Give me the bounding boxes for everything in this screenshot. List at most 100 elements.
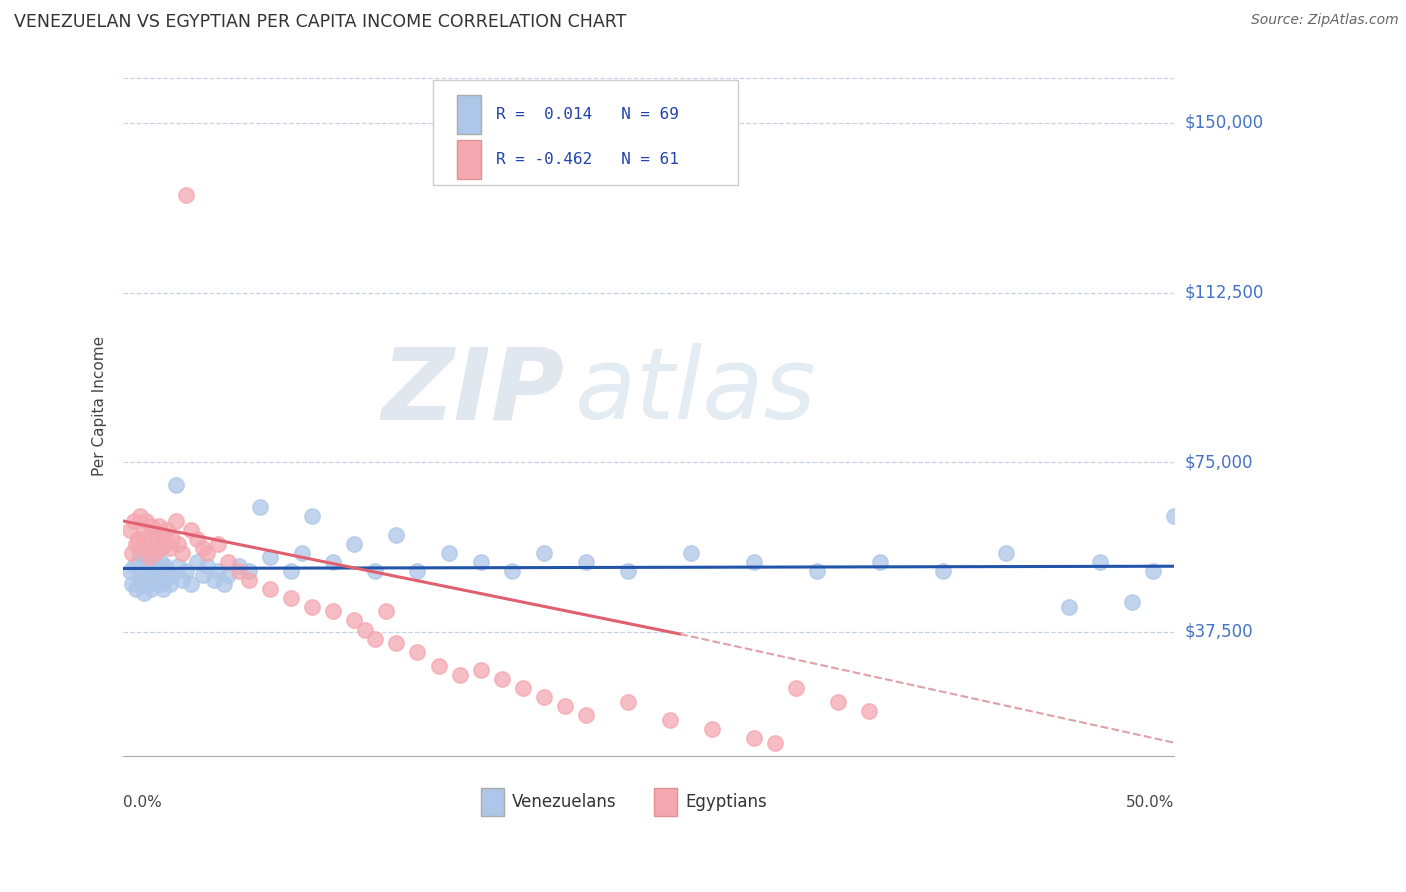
Point — [512, 681, 534, 696]
Point — [869, 555, 891, 569]
Point — [191, 541, 214, 555]
Point — [322, 604, 344, 618]
Point — [195, 559, 218, 574]
Point — [155, 573, 177, 587]
Point — [121, 546, 143, 560]
Point — [238, 564, 260, 578]
Point — [152, 582, 174, 596]
Point — [406, 645, 429, 659]
Point — [139, 518, 162, 533]
Point — [134, 532, 156, 546]
Point — [291, 546, 314, 560]
Text: $37,500: $37,500 — [1185, 623, 1254, 640]
Point — [259, 550, 281, 565]
Point — [217, 568, 239, 582]
Point — [150, 568, 173, 582]
Point — [146, 532, 169, 546]
Point — [858, 704, 880, 718]
Point — [364, 632, 387, 646]
Point — [148, 577, 170, 591]
FancyBboxPatch shape — [654, 788, 678, 816]
Point — [554, 699, 576, 714]
Point — [658, 713, 681, 727]
Point — [785, 681, 807, 696]
Point — [186, 555, 208, 569]
Point — [207, 564, 229, 578]
Point — [155, 559, 177, 574]
Point — [533, 690, 555, 705]
Point — [574, 708, 596, 723]
Text: atlas: atlas — [575, 343, 817, 440]
Point — [449, 667, 471, 681]
Point — [700, 722, 723, 736]
Point — [280, 591, 302, 605]
Point — [143, 573, 166, 587]
Point — [172, 573, 194, 587]
Point — [180, 523, 202, 537]
Point — [176, 188, 198, 202]
Point — [343, 614, 366, 628]
Point — [142, 559, 165, 574]
Point — [202, 573, 225, 587]
Point — [238, 573, 260, 587]
Point — [165, 478, 187, 492]
Point — [122, 559, 145, 574]
Point — [364, 564, 387, 578]
Point — [129, 546, 152, 560]
Point — [1090, 555, 1112, 569]
Point — [134, 550, 156, 565]
Point — [207, 536, 229, 550]
Point — [470, 663, 492, 677]
Point — [131, 568, 153, 582]
Point — [1057, 599, 1080, 614]
Text: $112,500: $112,500 — [1185, 284, 1264, 301]
Point — [195, 546, 218, 560]
Point — [742, 555, 765, 569]
Point — [491, 673, 513, 687]
Point — [806, 564, 828, 578]
Text: 50.0%: 50.0% — [1126, 795, 1174, 810]
Point — [176, 564, 198, 578]
Point — [259, 582, 281, 596]
Point — [1142, 564, 1164, 578]
Point — [427, 658, 450, 673]
Text: Egyptians: Egyptians — [685, 793, 768, 811]
Point — [143, 546, 166, 560]
Point — [148, 518, 170, 533]
Text: R = -0.462   N = 61: R = -0.462 N = 61 — [496, 153, 679, 167]
Point — [146, 564, 169, 578]
Point — [574, 555, 596, 569]
Point — [118, 564, 141, 578]
Text: VENEZUELAN VS EGYPTIAN PER CAPITA INCOME CORRELATION CHART: VENEZUELAN VS EGYPTIAN PER CAPITA INCOME… — [14, 13, 627, 31]
Point — [616, 695, 638, 709]
Point — [172, 546, 194, 560]
FancyBboxPatch shape — [433, 79, 738, 185]
Point — [150, 541, 173, 555]
Point — [180, 577, 202, 591]
Point — [127, 555, 149, 569]
Point — [125, 582, 148, 596]
Point — [125, 536, 148, 550]
Point — [228, 559, 250, 574]
Point — [217, 555, 239, 569]
Point — [470, 555, 492, 569]
Point — [167, 559, 190, 574]
Point — [167, 536, 190, 550]
Point — [152, 527, 174, 541]
Point — [616, 564, 638, 578]
Point — [143, 546, 166, 560]
Point — [533, 546, 555, 560]
FancyBboxPatch shape — [457, 95, 481, 134]
Point — [375, 604, 398, 618]
Text: $150,000: $150,000 — [1185, 114, 1264, 132]
Point — [159, 541, 181, 555]
Point — [134, 523, 156, 537]
Point — [501, 564, 523, 578]
Text: 0.0%: 0.0% — [124, 795, 162, 810]
Point — [142, 536, 165, 550]
Text: R =  0.014   N = 69: R = 0.014 N = 69 — [496, 107, 679, 122]
Point — [301, 509, 323, 524]
Point — [118, 523, 141, 537]
Text: ZIP: ZIP — [381, 343, 565, 440]
Point — [280, 564, 302, 578]
